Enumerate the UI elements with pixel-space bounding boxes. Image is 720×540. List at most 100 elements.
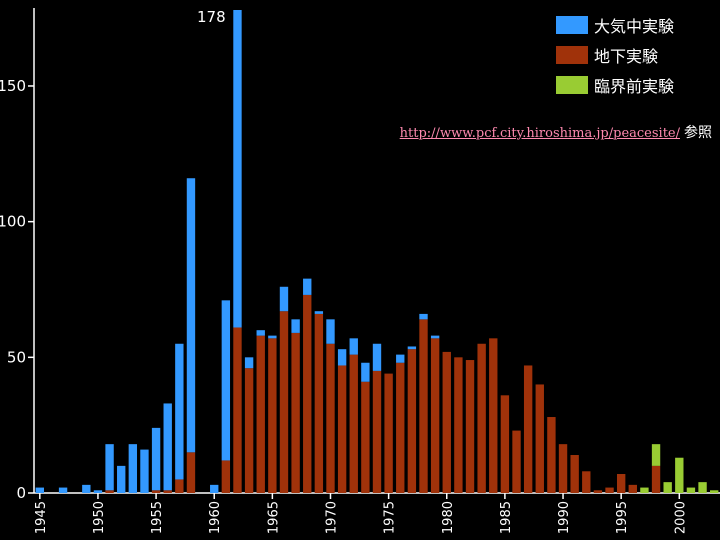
bar-1976-地下実験	[396, 362, 405, 493]
bar-1972-大気中実験	[349, 338, 358, 355]
bar-1947-大気中実験	[58, 487, 68, 493]
bar-1988-地下実験	[535, 384, 544, 493]
bar-1951-大気中実験	[105, 444, 114, 491]
bar-1955-大気中実験	[151, 427, 161, 491]
legend-label-underground: 地下実験	[594, 47, 659, 66]
y-tick-label-0: 0	[16, 484, 26, 502]
bar-2001-臨界前実験	[686, 487, 696, 493]
bar-1967-大気中実験	[291, 319, 300, 333]
legend-swatch-subcritical	[556, 76, 588, 94]
bar-1977-地下実験	[407, 349, 417, 493]
bar-1945-大気中実験	[35, 487, 44, 493]
legend: 大気中実験 地下実験 臨界前実験	[556, 10, 674, 100]
y-tick-label-150: 150	[0, 77, 26, 95]
bar-1989-地下実験	[547, 417, 556, 493]
annotation-1962: 178	[197, 8, 226, 26]
bar-1974-地下実験	[372, 370, 382, 493]
bar-1978-大気中実験	[419, 313, 428, 320]
x-tick-label-1975: 1975	[383, 501, 398, 534]
bar-1981-地下実験	[454, 357, 463, 493]
bar-1969-地下実験	[314, 313, 324, 493]
bar-1956-大気中実験	[163, 403, 172, 491]
bar-1953-大気中実験	[128, 444, 138, 493]
bar-1969-大気中実験	[314, 311, 324, 314]
bar-1979-大気中実験	[430, 335, 440, 339]
bar-2000-臨界前実験	[675, 457, 684, 493]
bar-1965-大気中実験	[268, 335, 277, 339]
bar-1968-大気中実験	[303, 278, 312, 295]
bar-2002-臨界前実験	[698, 482, 707, 493]
bar-1980-地下実験	[442, 351, 451, 493]
bar-1951-地下実験	[105, 490, 114, 493]
bar-1961-大気中実験	[221, 300, 231, 461]
bar-1975-地下実験	[384, 373, 393, 493]
bar-1987-地下実験	[523, 365, 533, 493]
bar-1998-地下実験	[651, 465, 661, 493]
bar-1967-地下実験	[291, 332, 300, 493]
bar-1958-大気中実験	[186, 178, 196, 453]
source-suffix: 参照	[684, 125, 712, 141]
bar-1997-臨界前実験	[640, 487, 649, 493]
bar-1998-臨界前実験	[651, 444, 661, 466]
x-tick-label-1965: 1965	[266, 501, 281, 534]
bar-1973-大気中実験	[361, 362, 370, 382]
y-tick-label-50: 50	[7, 348, 26, 366]
bar-1957-地下実験	[175, 479, 184, 493]
legend-item-subcritical: 臨界前実験	[556, 70, 674, 100]
bar-1984-地下実験	[489, 338, 498, 493]
bar-1956-地下実験	[163, 490, 172, 493]
legend-label-subcritical: 臨界前実験	[594, 77, 675, 96]
bar-1977-大気中実験	[407, 346, 417, 350]
x-tick-label-1980: 1980	[441, 501, 456, 534]
legend-item-underground: 地下実験	[556, 40, 674, 70]
bar-1986-地下実験	[512, 430, 521, 493]
bar-1964-大気中実験	[256, 330, 265, 336]
bar-1996-地下実験	[628, 484, 637, 493]
bar-1994-地下実験	[605, 487, 614, 493]
bar-1968-地下実験	[303, 294, 312, 493]
bar-1955-地下実験	[151, 490, 161, 493]
bar-1961-地下実験	[221, 460, 231, 493]
x-tick-label-1995: 1995	[615, 501, 630, 534]
bar-1992-地下実験	[582, 471, 591, 493]
bar-1965-地下実験	[268, 338, 277, 493]
x-tick-label-1985: 1985	[499, 501, 514, 534]
bar-1966-地下実験	[279, 311, 289, 493]
bar-1960-大気中実験	[210, 484, 219, 493]
bar-1949-大気中実験	[82, 484, 91, 493]
bar-1957-大気中実験	[175, 343, 184, 480]
bar-1985-地下実験	[500, 395, 510, 493]
bar-1999-臨界前実験	[663, 482, 672, 493]
bar-1950-大気中実験	[93, 490, 103, 493]
bar-2003-臨界前実験	[710, 490, 719, 493]
bar-1958-地下実験	[186, 452, 196, 493]
legend-label-atmospheric: 大気中実験	[594, 17, 675, 36]
bar-1963-大気中実験	[244, 357, 254, 369]
bar-1964-地下実験	[256, 335, 265, 493]
bar-1983-地下実験	[477, 343, 486, 493]
bar-1979-地下実験	[430, 338, 440, 493]
x-tick-label-1990: 1990	[557, 501, 572, 534]
bar-1963-地下実験	[244, 368, 254, 493]
bar-1976-大気中実験	[396, 354, 405, 363]
bar-1952-大気中実験	[117, 465, 126, 493]
bar-1973-地下実験	[361, 381, 370, 493]
x-tick-label-1960: 1960	[208, 501, 223, 534]
legend-item-atmospheric: 大気中実験	[556, 10, 674, 40]
source-link[interactable]: http://www.pcf.city.hiroshima.jp/peacesi…	[399, 126, 680, 141]
bar-1990-地下実験	[558, 444, 568, 493]
bar-1970-大気中実験	[326, 319, 335, 344]
bar-1971-大気中実験	[337, 349, 347, 366]
bar-1972-地下実験	[349, 354, 358, 493]
bar-1993-地下実験	[593, 490, 603, 493]
x-tick-label-1955: 1955	[150, 501, 165, 534]
bar-1982-地下実験	[465, 360, 475, 493]
bar-1954-大気中実験	[140, 449, 149, 493]
x-tick-label-2000: 2000	[673, 501, 688, 534]
bar-1962-大気中実験	[233, 10, 242, 328]
bar-1962-地下実験	[233, 327, 242, 493]
x-tick-label-1945: 1945	[34, 501, 49, 534]
bar-1995-地下実験	[616, 474, 626, 493]
bar-1991-地下実験	[570, 455, 579, 493]
y-tick-label-100: 100	[0, 213, 26, 231]
